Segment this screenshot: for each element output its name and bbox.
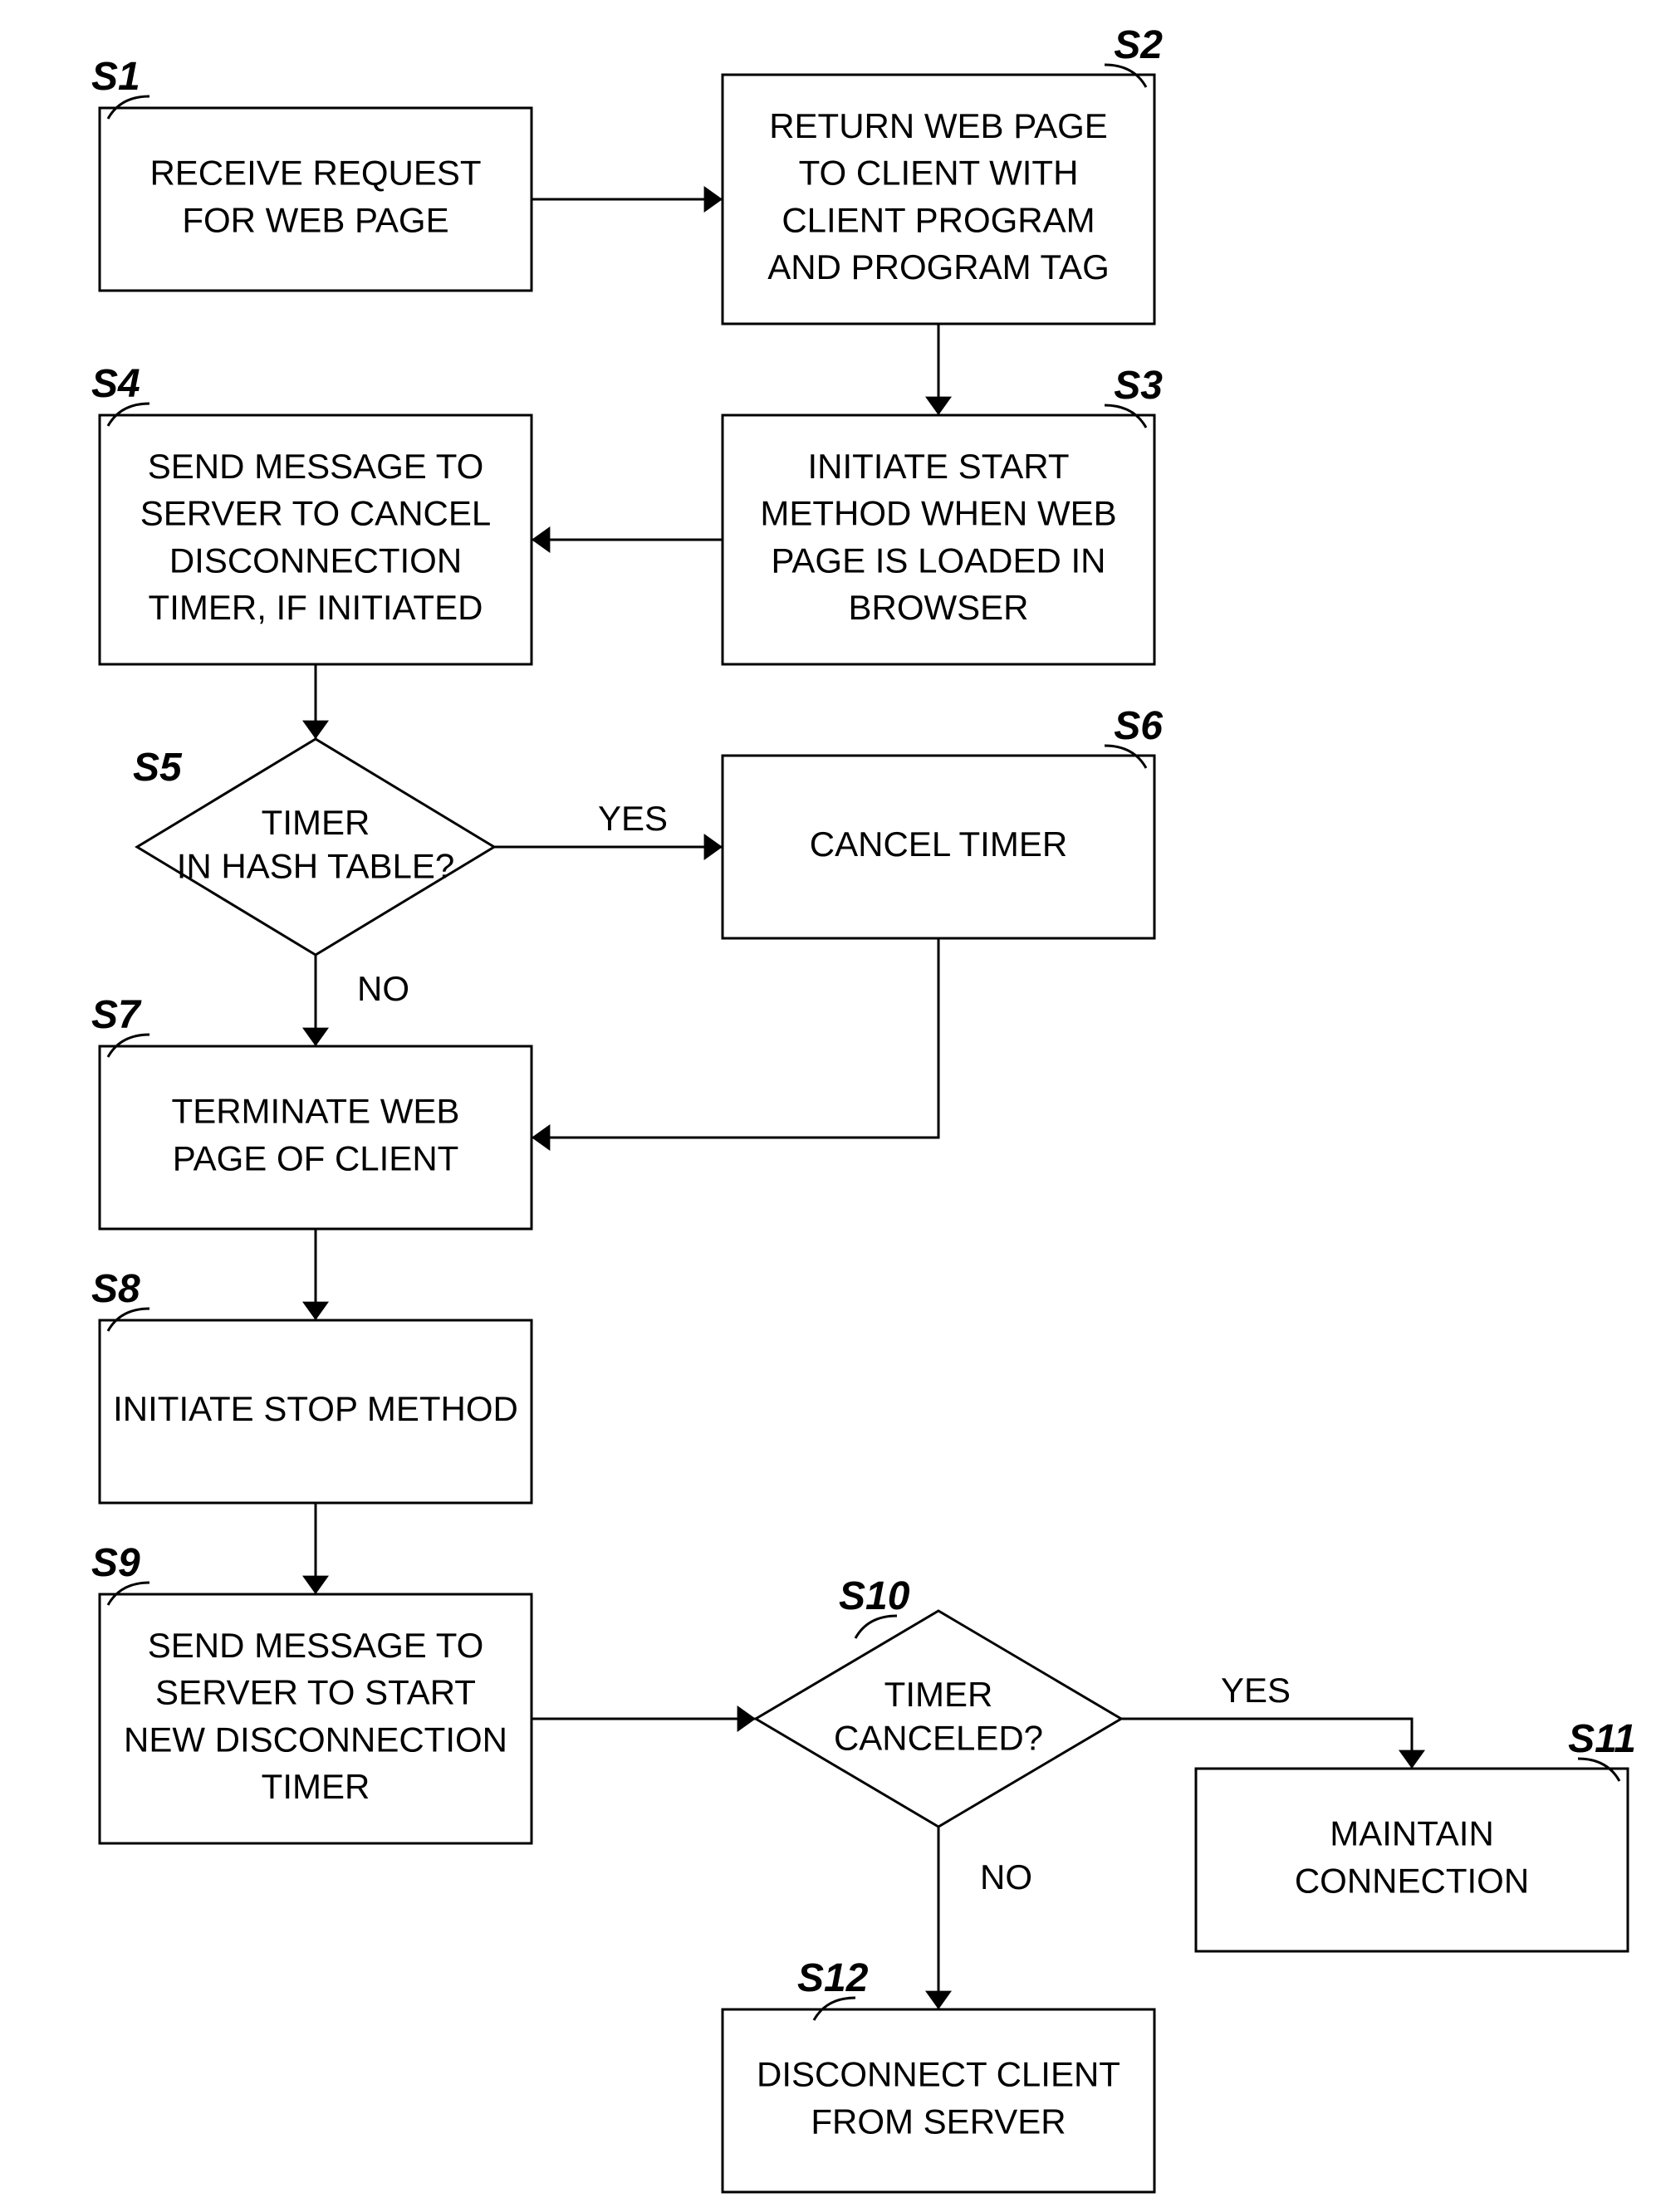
node-text: BROWSER — [848, 588, 1028, 627]
node-text: TERMINATE WEB — [172, 1092, 460, 1131]
node-text: INITIATE START — [807, 447, 1069, 486]
node-text: PAGE OF CLIENT — [173, 1138, 459, 1177]
node-text: RECEIVE REQUEST — [149, 154, 481, 193]
node-text: CONNECTION — [1295, 1861, 1529, 1900]
node-text: RETURN WEB PAGE — [769, 106, 1108, 145]
node-s8: INITIATE STOP METHOD — [100, 1320, 532, 1503]
step-label-s5: S5 — [133, 746, 183, 790]
node-s2: RETURN WEB PAGE TO CLIENT WITH CLIENT PROG… — [723, 75, 1154, 324]
node-s10: TIMER CANCELED? — [756, 1611, 1121, 1827]
node-text: CANCEL TIMER — [810, 825, 1067, 864]
edge-label: NO — [357, 969, 409, 1008]
node-text: CLIENT PROGRAM — [782, 200, 1095, 239]
node-text: TIMER — [262, 803, 370, 842]
edge-label: NO — [980, 1857, 1032, 1896]
node-text: CANCELED? — [834, 1718, 1043, 1757]
edge-label: YES — [1221, 1671, 1291, 1710]
node-s12: DISCONNECT CLIENT FROM SERVER — [723, 2009, 1154, 2192]
step-label-s10: S10 — [839, 1574, 910, 1618]
node-s9: SEND MESSAGE TO SERVER TO START NEW DISCON… — [100, 1594, 532, 1843]
edge-label: YES — [598, 799, 668, 838]
node-s1: RECEIVE REQUEST FOR WEB PAGE — [100, 108, 532, 291]
step-label-s7: S7 — [91, 993, 142, 1037]
step-label-s8: S8 — [91, 1267, 140, 1311]
node-s4: SEND MESSAGE TO SERVER TO CANCEL DISCONNEC… — [100, 415, 532, 664]
node-text: SERVER TO START — [155, 1673, 476, 1712]
node-text: TIMER — [262, 1767, 370, 1806]
step-label-s12: S12 — [797, 1956, 869, 2000]
step-label-s11: S11 — [1568, 1717, 1636, 1761]
node-text: TIMER — [884, 1675, 993, 1714]
step-label-s9: S9 — [91, 1541, 140, 1585]
node-text: SERVER TO CANCEL — [140, 494, 491, 533]
node-text: AND PROGRAM TAG — [767, 247, 1110, 286]
step-label-s1: S1 — [91, 55, 140, 99]
node-s5: TIMER IN HASH TABLE? — [137, 739, 494, 955]
node-text: DISCONNECTION — [169, 541, 462, 580]
step-label-s4: S4 — [91, 362, 140, 406]
node-text: FROM SERVER — [811, 2102, 1066, 2141]
node-text: TO CLIENT WITH — [799, 154, 1079, 193]
node-text: IN HASH TABLE? — [177, 846, 455, 885]
step-label-s2: S2 — [1114, 23, 1163, 67]
node-s7: TERMINATE WEB PAGE OF CLIENT — [100, 1046, 532, 1229]
node-text: SEND MESSAGE TO — [148, 1626, 484, 1665]
node-s6: CANCEL TIMER — [723, 756, 1154, 938]
node-s3: INITIATE START METHOD WHEN WEB PAGE IS LOA… — [723, 415, 1154, 664]
node-text: DISCONNECT CLIENT — [757, 2055, 1120, 2094]
step-label-s3: S3 — [1114, 364, 1163, 408]
node-text: MAINTAIN — [1330, 1814, 1494, 1853]
node-text: SEND MESSAGE TO — [148, 447, 484, 486]
node-text: PAGE IS LOADED IN — [772, 541, 1106, 580]
node-text: METHOD WHEN WEB — [760, 494, 1116, 533]
node-text: FOR WEB PAGE — [182, 200, 448, 239]
node-text: NEW DISCONNECTION — [124, 1720, 507, 1759]
node-text: INITIATE STOP METHOD — [113, 1389, 518, 1428]
node-text: TIMER, IF INITIATED — [149, 588, 483, 627]
node-s11: MAINTAIN CONNECTION — [1196, 1769, 1628, 1951]
step-label-s6: S6 — [1114, 704, 1163, 748]
